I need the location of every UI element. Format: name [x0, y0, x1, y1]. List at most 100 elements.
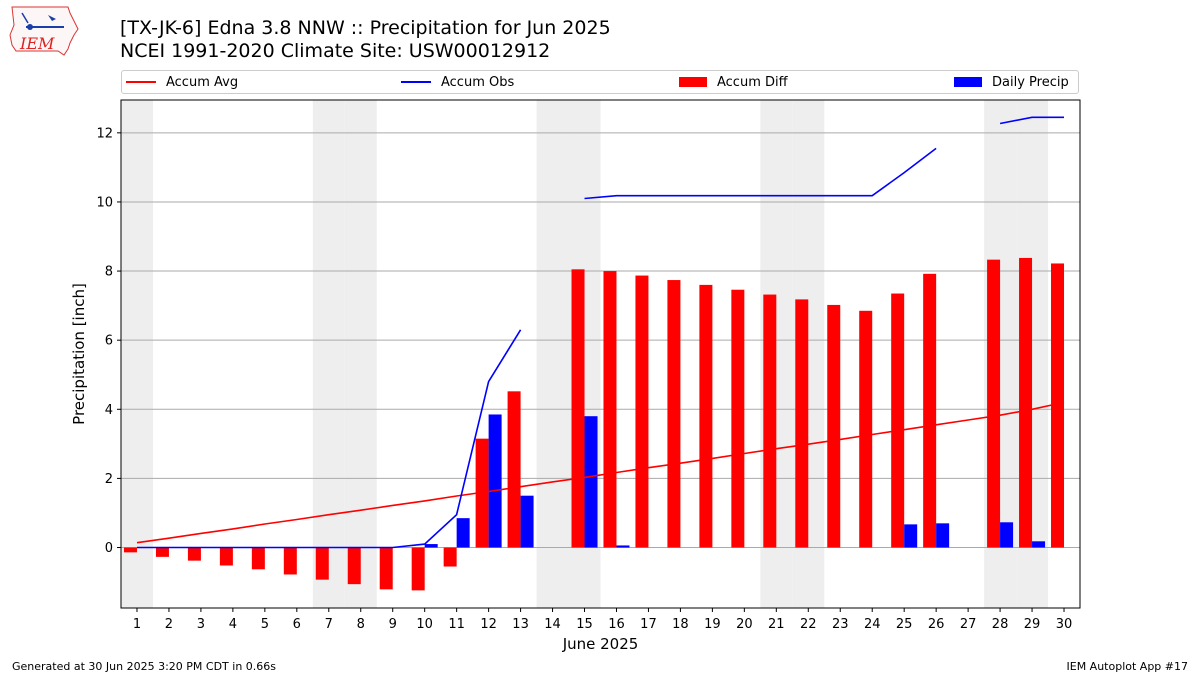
x-tick-label: 6	[293, 617, 301, 632]
logo-text: IEM	[19, 34, 55, 53]
bar-daily-precip	[584, 416, 598, 548]
bar-accum-diff	[443, 547, 457, 567]
bar-daily-precip	[488, 414, 502, 548]
y-axis-label: Precipitation [inch]	[70, 283, 88, 425]
y-tick-label: 4	[105, 403, 113, 418]
weekend-shade	[312, 100, 345, 608]
x-tick-label: 28	[992, 617, 1009, 632]
legend-swatch-accum-diff	[679, 77, 707, 87]
bar-accum-diff	[251, 547, 265, 570]
legend-swatch-accum-avg	[126, 81, 156, 83]
bar-accum-diff	[731, 289, 745, 548]
bar-daily-precip	[424, 544, 438, 548]
bar-accum-diff	[795, 299, 809, 548]
bar-accum-diff	[379, 547, 393, 590]
weekend-shade	[536, 100, 569, 608]
legend-swatch-daily-precip	[954, 77, 982, 87]
y-tick-label: 10	[96, 195, 113, 210]
line-accum-avg	[136, 401, 1065, 544]
x-tick-label: 22	[800, 617, 817, 632]
y-tick-label: 12	[96, 126, 113, 141]
bar-accum-diff	[859, 310, 873, 548]
x-tick-label: 7	[325, 617, 333, 632]
bar-accum-diff	[1051, 263, 1065, 548]
y-tick-label: 8	[105, 265, 113, 280]
footer-generated: Generated at 30 Jun 2025 3:20 PM CDT in …	[12, 660, 277, 673]
x-tick-label: 26	[928, 617, 945, 632]
x-tick-label: 30	[1056, 617, 1073, 632]
x-tick-label: 21	[768, 617, 785, 632]
x-tick-label: 29	[1024, 617, 1041, 632]
bar-accum-diff	[699, 284, 713, 548]
x-tick-label: 14	[544, 617, 561, 632]
x-tick-label: 13	[512, 617, 529, 632]
x-tick-label: 15	[576, 617, 593, 632]
bar-daily-precip	[904, 524, 918, 548]
x-tick-label: 2	[165, 617, 173, 632]
x-tick-label: 9	[389, 617, 397, 632]
bar-daily-precip	[616, 545, 630, 548]
bar-accum-diff	[603, 271, 617, 548]
x-tick-label: 20	[736, 617, 753, 632]
x-tick-label: 16	[608, 617, 625, 632]
x-tick-label: 27	[960, 617, 977, 632]
bar-accum-diff	[123, 547, 137, 553]
legend-label-accum-diff: Accum Diff	[717, 74, 788, 90]
bar-accum-diff	[923, 273, 937, 548]
legend-label-accum-avg: Accum Avg	[166, 74, 239, 90]
plot-frame	[120, 99, 1081, 609]
bar-daily-precip	[456, 518, 470, 548]
x-tick-label: 18	[672, 617, 689, 632]
legend-item-accum-obs: Accum Obs	[401, 71, 514, 93]
bar-accum-diff	[411, 547, 425, 591]
x-tick-label: 25	[896, 617, 913, 632]
line-accum-obs	[137, 116, 1064, 549]
footer-app: IEM Autoplot App #17	[1066, 660, 1189, 673]
x-tick-label: 3	[197, 617, 205, 632]
bar-daily-precip	[520, 495, 534, 548]
bar-accum-diff	[219, 547, 233, 566]
bar-accum-diff	[635, 275, 649, 548]
title-line-1: [TX-JK-6] Edna 3.8 NNW :: Precipitation …	[120, 17, 611, 39]
chart-title: [TX-JK-6] Edna 3.8 NNW :: Precipitation …	[120, 17, 611, 63]
x-tick-label: 17	[640, 617, 657, 632]
y-tick-label: 2	[105, 472, 113, 487]
legend-item-daily-precip: Daily Precip	[954, 71, 1069, 93]
bar-accum-diff	[667, 280, 681, 548]
bar-accum-diff	[987, 259, 1001, 548]
legend-label-accum-obs: Accum Obs	[441, 74, 515, 90]
bar-daily-precip	[1032, 541, 1046, 548]
x-tick-label: 11	[448, 617, 465, 632]
weekend-shade	[344, 100, 377, 608]
x-tick-label: 19	[704, 617, 721, 632]
weekend-shade	[121, 100, 153, 608]
bar-accum-diff	[283, 547, 297, 575]
bar-accum-diff	[1019, 257, 1033, 548]
x-tick-label: 24	[864, 617, 881, 632]
bar-accum-diff	[763, 294, 777, 548]
bar-daily-precip	[1000, 522, 1014, 548]
x-tick-label: 23	[832, 617, 849, 632]
chart-legend: Accum Avg Accum Obs Accum Diff Daily Pre…	[121, 70, 1079, 94]
bar-accum-diff	[347, 547, 361, 585]
bar-accum-diff	[187, 547, 201, 561]
iem-logo-icon: IEM	[9, 6, 79, 56]
x-tick-label: 4	[229, 617, 237, 632]
legend-item-accum-avg: Accum Avg	[126, 71, 238, 93]
bar-accum-diff	[827, 304, 841, 548]
y-tick-label: 0	[105, 541, 113, 556]
x-tick-label: 5	[261, 617, 269, 632]
legend-item-accum-diff: Accum Diff	[679, 71, 788, 93]
x-tick-label: 1	[133, 617, 141, 632]
bar-daily-precip	[936, 523, 950, 548]
x-tick-label: 12	[480, 617, 497, 632]
x-tick-label: 8	[357, 617, 365, 632]
bar-accum-diff	[891, 293, 905, 548]
bar-accum-diff	[155, 547, 169, 557]
bar-accum-diff	[315, 547, 329, 580]
legend-label-daily-precip: Daily Precip	[992, 74, 1069, 90]
bar-accum-diff	[507, 391, 521, 548]
x-axis-label: June 2025	[562, 635, 639, 653]
bar-accum-diff	[571, 269, 585, 548]
